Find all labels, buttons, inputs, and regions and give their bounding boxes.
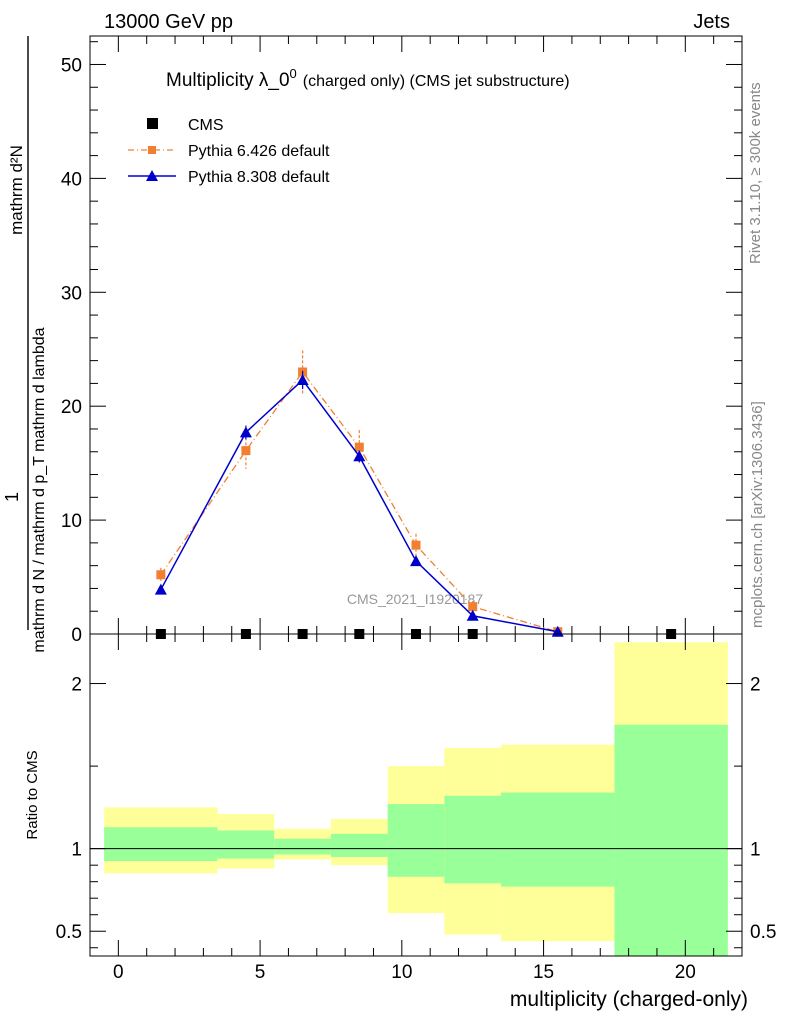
pythia8-point bbox=[239, 426, 252, 438]
legend-cms-marker bbox=[147, 118, 158, 129]
ratio-plot: 0.5 0.5 1 1 2 2 0 5 10 15 20 Ratio to CMS multipl… bbox=[24, 633, 776, 1011]
ratio-ylabel: Ratio to CMS bbox=[24, 750, 41, 839]
pythia8-point bbox=[296, 373, 309, 385]
ratio-inner-band bbox=[104, 827, 218, 862]
pythia6-point bbox=[468, 602, 478, 612]
pythia8-point bbox=[466, 609, 479, 621]
pythia8-point bbox=[154, 583, 167, 595]
pythia6-point bbox=[354, 442, 364, 452]
legend-pythia8-label: Pythia 8.308 default bbox=[188, 169, 330, 186]
ratio-yticks: 0.5 0.5 1 1 2 2 bbox=[56, 675, 776, 949]
watermark: CMS_2021_I1920187 bbox=[347, 591, 483, 607]
main-ytick-label: 0 bbox=[71, 625, 82, 646]
main-ytick-label: 10 bbox=[61, 511, 82, 532]
main-ytick-label: 30 bbox=[61, 283, 82, 304]
ratio-inner-band bbox=[501, 792, 615, 887]
ratio-xtick-label: 0 bbox=[113, 962, 124, 983]
ratio-inner-band bbox=[274, 838, 331, 855]
ratio-inner-band bbox=[387, 804, 445, 877]
ratio-ytick-label-right: 0.5 bbox=[750, 922, 776, 943]
main-ylabel: 1 mathrm d²N mathrm d N / mathrm d p_T m… bbox=[2, 36, 48, 653]
ratio-inner-band bbox=[444, 795, 502, 884]
ratio-inner-band bbox=[614, 724, 728, 956]
ylabel-prefix: 1 bbox=[2, 492, 22, 502]
ratio-ytick-label: 1 bbox=[71, 840, 82, 861]
pythia6-point bbox=[241, 446, 251, 456]
legend-pythia6-marker bbox=[148, 146, 156, 154]
main-ytick-label: 50 bbox=[61, 55, 82, 76]
ratio-xtick-label: 15 bbox=[533, 962, 554, 983]
main-ytick-label: 20 bbox=[61, 397, 82, 418]
mcplots-label: mcplots.cern.ch [arXiv:1306.3436] bbox=[749, 401, 766, 628]
pythia8-point bbox=[353, 450, 366, 462]
ylabel-denominator: mathrm d N / mathrm d p_T mathrm d lambd… bbox=[31, 327, 48, 652]
energy-label: 13000 GeV pp bbox=[104, 11, 233, 33]
xlabel: multiplicity (charged-only) bbox=[510, 988, 748, 1011]
pythia6-point bbox=[156, 570, 166, 580]
ratio-bands bbox=[104, 642, 728, 956]
rivet-label: Rivet 3.1.10, ≥ 300k events bbox=[747, 82, 764, 264]
ratio-plot-frame bbox=[89, 633, 743, 957]
main-ytick-label: 40 bbox=[61, 169, 82, 190]
ratio-xtick-label: 10 bbox=[391, 962, 412, 983]
ratio-inner-band bbox=[217, 830, 275, 859]
ratio-ytick-label-right: 2 bbox=[750, 675, 761, 696]
ratio-ytick-label: 0.5 bbox=[56, 922, 82, 943]
chart-title-main: Multiplicity λ_0 bbox=[166, 70, 290, 91]
process-label: Jets bbox=[693, 11, 730, 33]
ratio-xticks: 0 5 10 15 20 bbox=[113, 634, 715, 983]
ylabel-numerator: mathrm d²N bbox=[7, 145, 26, 235]
chart-title-sup: 0 bbox=[290, 66, 297, 81]
ratio-ytick-label-right: 1 bbox=[750, 840, 761, 861]
legend-cms-label: CMS bbox=[188, 117, 224, 134]
chart-title-sub: (charged only) (CMS jet substructure) bbox=[303, 73, 570, 90]
legend-pythia6-label: Pythia 6.426 default bbox=[188, 143, 330, 160]
ratio-inner-band bbox=[330, 833, 388, 857]
main-yticks: 0 10 20 30 40 50 bbox=[61, 41, 742, 646]
legend-pythia8-marker bbox=[146, 170, 158, 181]
pythia6-point bbox=[411, 540, 421, 550]
pythia8-point bbox=[410, 555, 422, 567]
legend: CMS Pythia 6.426 default Pythia 8.308 de… bbox=[128, 117, 330, 186]
ratio-ytick-label: 2 bbox=[71, 675, 82, 696]
main-xticks bbox=[117, 36, 715, 634]
ratio-xtick-label: 20 bbox=[675, 962, 696, 983]
ratio-xtick-label: 5 bbox=[255, 962, 266, 983]
main-plot: 0 10 20 30 40 50 CMS_2021_I1920187 Multiplici… bbox=[61, 35, 743, 646]
chart-title: Multiplicity λ_00 (charged only) (CMS jet… bbox=[166, 66, 570, 91]
